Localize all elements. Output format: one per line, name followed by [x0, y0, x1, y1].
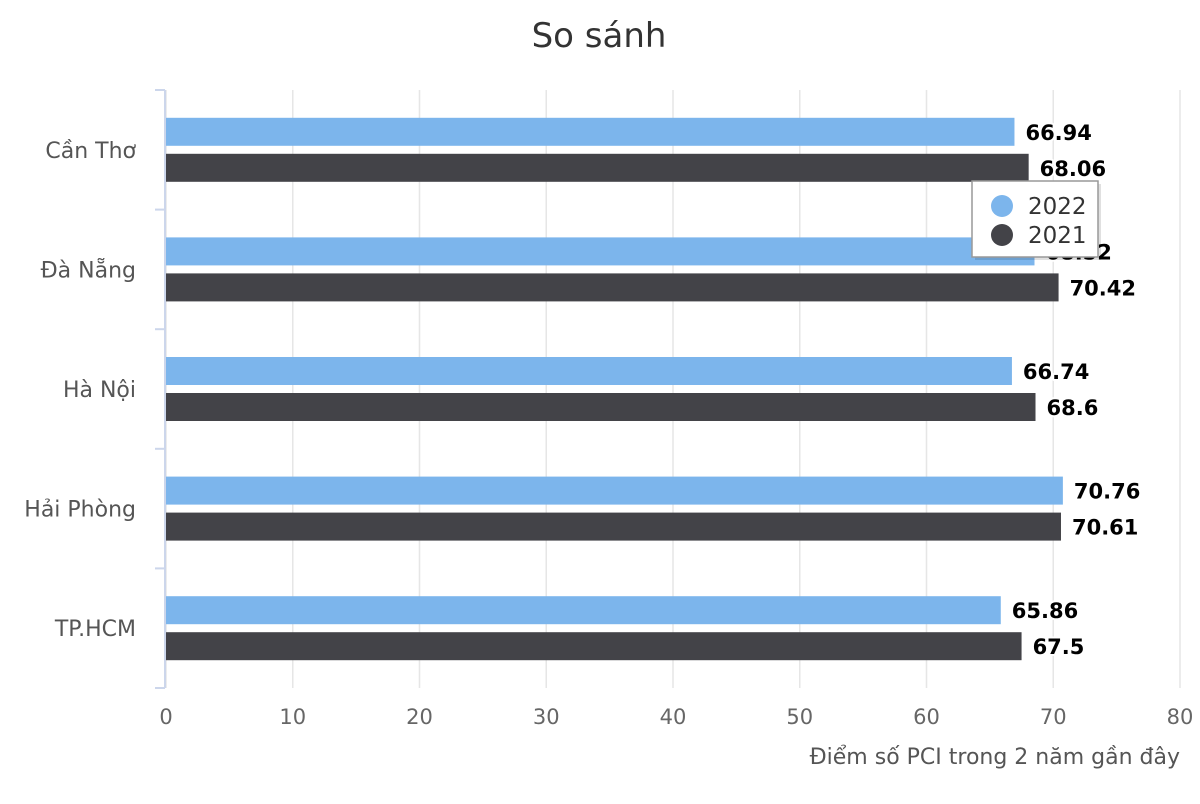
bar-2021[interactable]	[166, 512, 1061, 541]
bar-2021[interactable]	[166, 273, 1059, 302]
legend-label[interactable]: 2021	[1028, 223, 1087, 249]
x-tick-label: 40	[660, 705, 687, 729]
bar-2022[interactable]	[166, 237, 1035, 266]
x-tick-label: 60	[913, 705, 940, 729]
x-tick-label: 50	[786, 705, 813, 729]
category-label: Cần Thơ	[45, 139, 136, 164]
x-tick-label: 30	[533, 705, 560, 729]
bars: 66.9468.0668.5270.4266.7468.670.7670.616…	[166, 117, 1142, 661]
data-label: 70.61	[1072, 516, 1138, 540]
bar-2021[interactable]	[166, 153, 1029, 182]
bar-2021[interactable]	[166, 632, 1022, 661]
x-tick-label: 20	[406, 705, 433, 729]
data-label: 70.42	[1070, 276, 1136, 300]
legend[interactable]: 2022 2021	[971, 180, 1101, 260]
grid-lines	[165, 90, 1181, 688]
legend-marker-2021[interactable]	[991, 224, 1013, 246]
data-label: 66.94	[1025, 121, 1091, 145]
legend-box	[971, 180, 1099, 258]
legend-marker-2022[interactable]	[991, 195, 1013, 217]
bar-2022[interactable]	[166, 476, 1063, 505]
data-label: 68.6	[1047, 396, 1099, 420]
category-label: Hải Phòng	[24, 498, 136, 523]
data-label: 66.74	[1023, 360, 1089, 384]
x-axis-title: Điểm số PCI trong 2 năm gần đây	[810, 745, 1180, 770]
x-tick-label: 0	[159, 705, 172, 729]
category-label: TP.HCM	[54, 617, 136, 642]
data-label: 65.86	[1012, 599, 1078, 623]
category-label: Hà Nội	[63, 378, 136, 403]
bar-2021[interactable]	[166, 393, 1036, 421]
bar-2022[interactable]	[166, 357, 1012, 385]
category-label: Đà Nẵng	[41, 257, 136, 283]
x-tick-label: 70	[1040, 705, 1067, 729]
bar-2022[interactable]	[166, 596, 1001, 625]
x-tick-label: 80	[1167, 705, 1194, 729]
axes: 0 10 20 30 40 50 60 70 80 Cần Thơ Đà Nẵng Hà Nội Hải…	[24, 89, 1194, 729]
data-label: 67.5	[1033, 635, 1085, 659]
x-tick-label: 10	[279, 705, 306, 729]
data-label: 70.76	[1074, 480, 1140, 504]
chart-title: So sánh	[532, 16, 667, 56]
legend-label[interactable]: 2022	[1028, 194, 1087, 220]
data-label: 68.06	[1040, 157, 1106, 181]
bar-2022[interactable]	[166, 117, 1015, 146]
